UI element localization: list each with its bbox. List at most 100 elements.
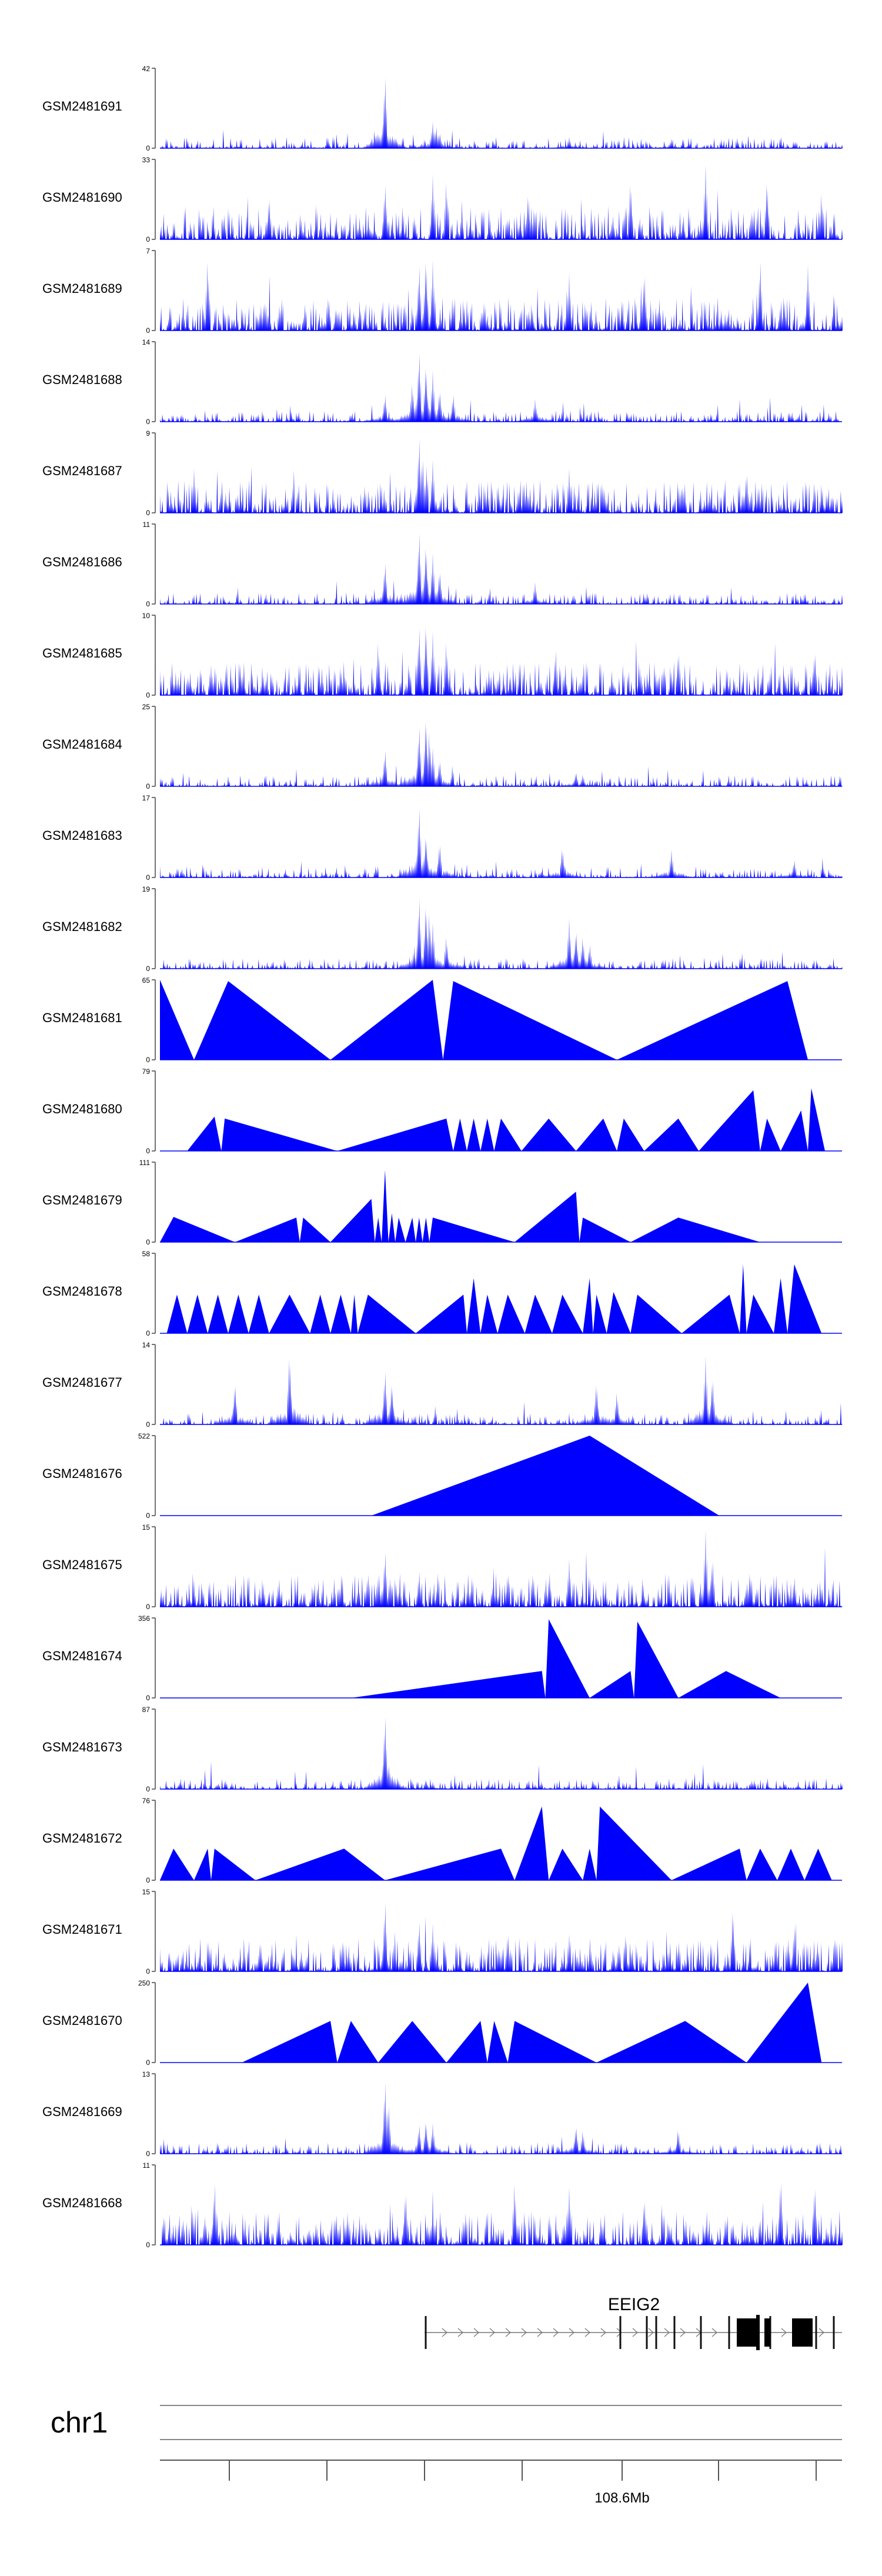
y-axis-tick-label-zero: 0 — [146, 418, 150, 426]
track-GSM2481680: GSM2481680 79 0 — [42, 1067, 842, 1155]
track-label: GSM2481682 — [42, 919, 122, 934]
y-axis-tick-label-zero: 0 — [146, 1420, 150, 1429]
exon-coding — [737, 2318, 759, 2347]
strand-arrow — [473, 2328, 479, 2337]
coverage-area — [160, 1902, 843, 1971]
exon-small — [756, 2315, 760, 2350]
chromosome-ideogram: chr1 — [51, 2405, 842, 2440]
y-axis-tick-label-max: 10 — [142, 612, 151, 620]
coverage-area — [160, 353, 843, 422]
y-axis-tick-label-zero: 0 — [146, 1511, 150, 1520]
track-label: GSM2481685 — [42, 646, 122, 660]
y-axis-tick-label-zero: 0 — [146, 1785, 150, 1793]
strand-arrow — [489, 2328, 495, 2337]
track-label: GSM2481680 — [42, 1102, 122, 1116]
genomic-axis-ticks — [229, 2460, 817, 2481]
y-axis-tick-label-max: 79 — [142, 1067, 151, 1076]
exon-small — [728, 2316, 730, 2349]
track-label: GSM2481672 — [42, 1831, 122, 1846]
track-GSM2481673: GSM2481673 87 0 — [42, 1706, 843, 1793]
coverage-area — [160, 1170, 760, 1242]
coverage-tracks: GSM2481691420GSM2481690330GSM248168970GS… — [42, 65, 843, 2249]
y-axis-tick-label-max: 17 — [142, 794, 151, 802]
y-axis-tick-label-zero: 0 — [146, 691, 150, 699]
y-axis-tick-label-zero: 0 — [146, 509, 150, 517]
y-axis-tick-label-max: 87 — [142, 1706, 151, 1714]
chromosome-label: chr1 — [51, 2406, 108, 2439]
track-label: GSM2481687 — [42, 463, 122, 478]
y-axis-tick-label-max: 15 — [142, 1523, 151, 1531]
y-axis-tick-label-max: 58 — [142, 1250, 151, 1258]
track-GSM2481674: GSM2481674 356 0 — [42, 1614, 842, 1702]
track-GSM2481677: GSM2481677 14 0 — [42, 1341, 843, 1429]
track-label: GSM2481688 — [42, 372, 122, 387]
coverage-area — [371, 1436, 720, 1516]
strand-arrow — [781, 2328, 787, 2337]
track-GSM2481687: GSM2481687 9 0 — [42, 429, 843, 517]
y-axis-tick-label-zero: 0 — [146, 2150, 150, 2158]
y-axis-tick-label-max: 33 — [142, 156, 151, 164]
y-axis-tick-label-max: 19 — [142, 885, 151, 893]
y-axis-tick-label-zero: 0 — [146, 1056, 150, 1064]
coverage-area — [160, 2183, 843, 2245]
exon-small — [646, 2316, 648, 2349]
strand-arrow — [584, 2328, 590, 2337]
coverage-area — [160, 164, 843, 239]
strand-arrow — [457, 2328, 463, 2337]
y-axis-tick-label-zero: 0 — [146, 1238, 150, 1246]
y-axis-tick-label-zero: 0 — [146, 965, 150, 973]
track-label: GSM2481674 — [42, 1649, 122, 1663]
coverage-area — [160, 2083, 843, 2154]
coverage-area — [350, 1619, 781, 1698]
strand-arrow — [632, 2328, 638, 2337]
exon-small — [815, 2316, 817, 2349]
track-GSM2481672: GSM2481672 76 0 — [42, 1797, 842, 1884]
track-label: GSM2481690 — [42, 190, 122, 205]
track-label: GSM2481678 — [42, 1284, 122, 1299]
coverage-area — [160, 980, 808, 1060]
track-label: GSM2481668 — [42, 2195, 122, 2210]
genomic-axis: 108.6Mb — [160, 2460, 842, 2506]
y-axis-tick-label-zero: 0 — [146, 144, 150, 152]
y-axis-tick-label-zero: 0 — [146, 1147, 150, 1155]
y-axis-tick-label-zero: 0 — [146, 326, 150, 335]
strand-arrow — [648, 2328, 654, 2337]
coverage-area — [166, 1264, 822, 1333]
track-label: GSM2481677 — [42, 1375, 122, 1390]
coverage-area — [160, 1806, 832, 1880]
track-GSM2481675: GSM2481675 15 0 — [42, 1523, 843, 1611]
gene-label-eeig2: EEIG2 — [608, 2295, 660, 2314]
track-GSM2481683: GSM2481683 17 0 — [42, 794, 843, 882]
strand-arrow — [553, 2328, 559, 2337]
track-GSM2481682: GSM2481682 19 0 — [42, 885, 843, 973]
track-label: GSM2481684 — [42, 737, 122, 752]
y-axis-tick-label-max: 11 — [143, 520, 151, 529]
coverage-area — [160, 1529, 843, 1607]
track-GSM2481691: GSM2481691 42 0 — [42, 65, 843, 152]
strand-arrow — [616, 2328, 622, 2337]
gene-model-eeig2 — [425, 2315, 842, 2350]
track-GSM2481670: GSM2481670 250 0 — [42, 1979, 842, 2067]
track-GSM2481678: GSM2481678 58 0 — [42, 1250, 842, 1337]
strand-arrow — [680, 2328, 686, 2337]
y-axis-tick-label-max: 42 — [142, 65, 151, 73]
coverage-area — [160, 1717, 843, 1789]
coverage-area — [160, 807, 843, 877]
y-axis-tick-label-zero: 0 — [146, 782, 150, 790]
exon-small — [425, 2316, 427, 2349]
strand-arrow — [537, 2328, 543, 2337]
coverage-area — [160, 721, 843, 786]
exon-coding — [792, 2318, 813, 2347]
track-label: GSM2481676 — [42, 1466, 122, 1481]
y-axis-tick-label-zero: 0 — [146, 600, 150, 608]
strand-arrow — [442, 2328, 447, 2337]
coverage-area — [160, 259, 843, 331]
strand-arrow — [569, 2328, 574, 2337]
strand-arrow — [600, 2328, 606, 2337]
y-axis-tick-label-max: 9 — [146, 429, 150, 438]
exon-small — [619, 2316, 622, 2349]
y-axis-tick-label-max: 14 — [142, 338, 151, 346]
track-GSM2481679: GSM2481679 111 0 — [42, 1159, 842, 1246]
y-axis-tick-label-max: 65 — [142, 976, 151, 985]
